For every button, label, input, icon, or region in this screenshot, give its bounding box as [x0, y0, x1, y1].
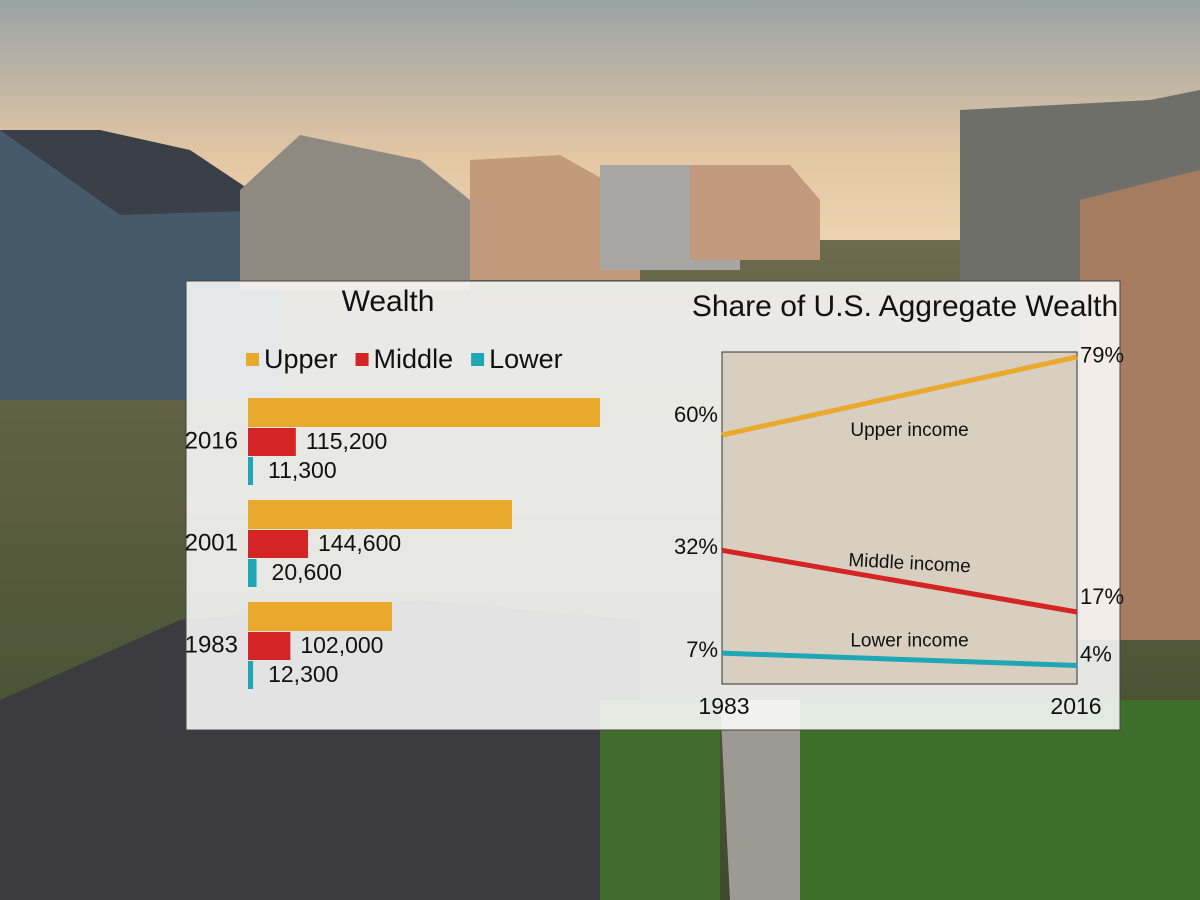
legend-swatch: [471, 353, 485, 366]
value-label: 102,000: [300, 632, 383, 658]
bar: [248, 559, 257, 587]
bar: [248, 457, 253, 485]
series-label: Lower income: [850, 630, 968, 651]
value-label: 4%: [1080, 641, 1112, 666]
chart-title: Wealth: [342, 285, 435, 318]
bar: [248, 398, 600, 427]
legend-label: Lower: [489, 344, 563, 374]
line: [721, 547, 1078, 615]
bar: [248, 500, 512, 529]
chart-title: Share of U.S. Aggregate Wealth: [692, 290, 1118, 323]
value-label: 32%: [674, 534, 718, 559]
bar: [248, 428, 296, 456]
value-label: 60%: [674, 402, 718, 427]
value-label: 144,600: [318, 530, 401, 556]
bar: [248, 530, 309, 558]
value-label: 20,600: [272, 559, 342, 585]
x-tick-label: 1983: [698, 693, 749, 719]
value-label: 7%: [686, 637, 718, 662]
legend-label: Middle: [374, 344, 454, 374]
category-label: 2016: [185, 427, 238, 454]
category-label: 1983: [185, 631, 238, 658]
value-label: 11,300: [268, 457, 337, 483]
value-label: 17%: [1080, 584, 1124, 609]
line: [721, 650, 1078, 668]
bar: [248, 602, 393, 631]
bar: [248, 661, 254, 689]
value-label: 79%: [1080, 343, 1124, 368]
line: [721, 354, 1078, 438]
series-label: Upper income: [850, 420, 968, 441]
legend-label: Upper: [264, 344, 338, 374]
legend-swatch: [355, 353, 369, 366]
plot-area: [721, 351, 1078, 685]
bar: [248, 632, 291, 660]
value-label: 12,300: [268, 661, 338, 687]
value-label: 115,200: [306, 428, 387, 454]
legend-swatch: [246, 353, 259, 366]
category-label: 2001: [185, 529, 238, 556]
x-tick-label: 2016: [1050, 693, 1101, 719]
